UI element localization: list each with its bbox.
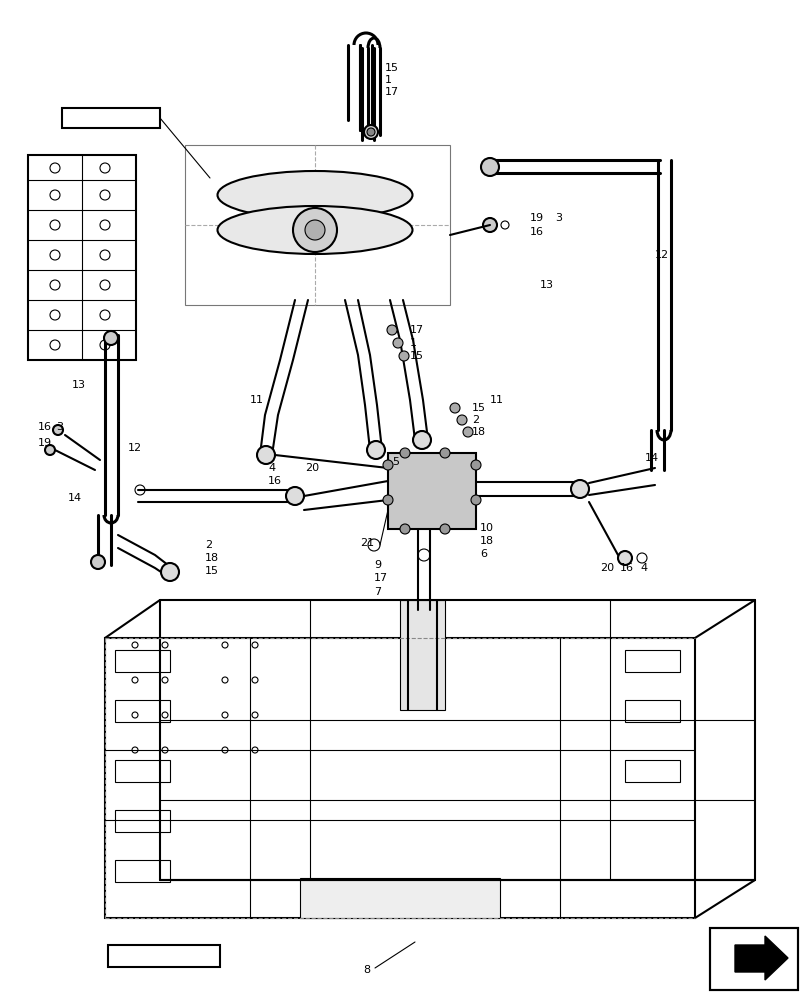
Text: 17: 17 [374,573,388,583]
Text: 21: 21 [359,538,374,548]
Text: 11: 11 [489,395,504,405]
Circle shape [470,495,480,505]
Text: 15: 15 [384,63,398,73]
Circle shape [398,351,409,361]
Text: 61.904.01: 61.904.01 [112,952,169,962]
Bar [624,700,679,722]
Text: 5: 5 [392,457,398,467]
Circle shape [617,551,631,565]
Circle shape [413,431,431,449]
Circle shape [457,415,466,425]
Text: 9: 9 [374,560,380,570]
Text: 18: 18 [471,427,486,437]
Text: 16: 16 [268,476,281,486]
Text: 3: 3 [56,422,63,432]
Circle shape [161,563,178,581]
Text: 3: 3 [554,213,561,223]
Bar [105,638,694,918]
Circle shape [462,427,473,437]
Circle shape [440,448,449,458]
Bar [115,860,169,882]
Ellipse shape [217,206,412,254]
Text: 16: 16 [530,227,543,237]
Circle shape [367,441,384,459]
Circle shape [387,325,397,335]
Polygon shape [734,936,787,980]
Text: 8: 8 [363,965,370,975]
Text: 19: 19 [38,438,52,448]
Circle shape [480,158,499,176]
Text: 14: 14 [644,453,659,463]
Circle shape [91,555,105,569]
Bar [62,108,160,128]
Text: 18: 18 [479,536,494,546]
Text: 4: 4 [268,463,275,473]
Text: 17: 17 [410,325,423,335]
Text: 4: 4 [639,563,646,573]
Bar [115,700,169,722]
Text: 6: 6 [479,549,487,559]
Text: 2: 2 [471,415,478,425]
Text: 10: 10 [479,523,493,533]
Text: 20: 20 [305,463,319,473]
Text: 18: 18 [204,553,219,563]
Bar [115,810,169,832]
Bar [709,928,797,990]
Text: 15: 15 [410,351,423,361]
Bar [388,453,475,529]
Bar [115,650,169,672]
Circle shape [285,487,303,505]
Bar [108,945,220,967]
Text: 12: 12 [654,250,668,260]
Bar [709,928,797,990]
Circle shape [53,425,63,435]
Circle shape [257,446,275,464]
Circle shape [570,480,588,498]
Text: 16: 16 [38,422,52,432]
Text: 19: 19 [530,213,543,223]
Bar [185,145,449,305]
Circle shape [400,448,410,458]
Ellipse shape [217,171,412,219]
Circle shape [45,445,55,455]
Text: 14: 14 [68,493,82,503]
Text: 13: 13 [72,380,86,390]
Circle shape [383,460,393,470]
Circle shape [367,128,375,136]
Circle shape [483,218,496,232]
Bar [624,650,679,672]
Text: 12: 12 [128,443,142,453]
Circle shape [305,220,324,240]
Circle shape [470,460,480,470]
Bar [400,600,444,710]
Text: 15: 15 [204,566,219,576]
Text: 15: 15 [471,403,486,413]
Text: 36.100.01: 36.100.01 [65,114,121,124]
Text: 16: 16 [620,563,633,573]
Text: 2: 2 [204,540,212,550]
Circle shape [383,495,393,505]
Text: 7: 7 [374,587,380,597]
Text: 20: 20 [599,563,613,573]
Circle shape [104,331,118,345]
Text: 13: 13 [539,280,553,290]
Bar [115,760,169,782]
Circle shape [293,208,337,252]
Circle shape [393,338,402,348]
Text: 11: 11 [250,395,264,405]
Circle shape [363,125,378,139]
Text: 1: 1 [410,338,417,348]
Bar [299,878,500,918]
Text: 1: 1 [384,75,392,85]
Bar [624,760,679,782]
Text: 17: 17 [384,87,399,97]
Circle shape [400,524,410,534]
Circle shape [440,524,449,534]
Circle shape [449,403,460,413]
Bar [28,155,135,360]
